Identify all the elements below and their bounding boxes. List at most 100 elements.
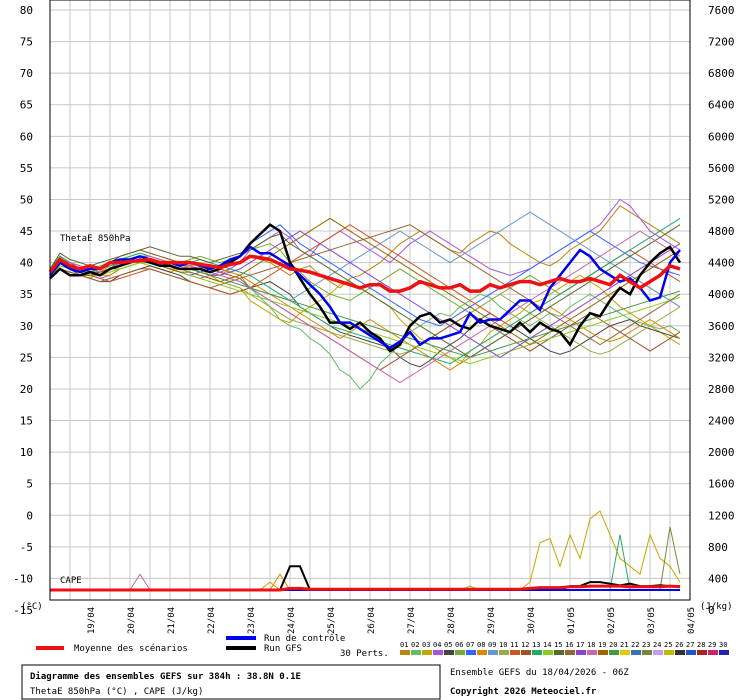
left-tick-label: 20 xyxy=(20,383,33,396)
pert-swatch xyxy=(477,650,487,655)
pert-swatch xyxy=(653,650,663,655)
x-tick-label: 01/05 xyxy=(567,607,577,634)
pert-swatch xyxy=(664,650,674,655)
x-tick-label: 26/04 xyxy=(367,607,377,634)
pert-swatch xyxy=(532,650,542,655)
pert-swatch xyxy=(609,650,619,655)
pert-swatch xyxy=(543,650,553,655)
x-axis: 19/04 20/04 21/04 22/04 23/04 24/04 25/04 26/04… xyxy=(87,607,697,634)
pert-swatch xyxy=(411,650,421,655)
chart-title: Diagramme des ensembles GEFS sur 384h : … xyxy=(30,671,301,682)
legend-gfs-label: Run GFS xyxy=(264,644,302,654)
right-tick-label: 1600 xyxy=(708,478,735,491)
title-box xyxy=(21,664,441,700)
right-tick-label: 7200 xyxy=(708,36,735,49)
x-tick-label: 22/04 xyxy=(207,607,217,634)
pert-swatch xyxy=(433,650,443,655)
copyright: Copyright 2026 Meteociel.fr xyxy=(450,686,597,697)
x-tick-label: 20/04 xyxy=(127,607,137,634)
gfs-line xyxy=(49,223,682,353)
pert-number: 02 xyxy=(411,641,419,649)
pert-number: 01 xyxy=(400,641,408,649)
pert-number: 07 xyxy=(466,641,474,649)
pert-number: 19 xyxy=(598,641,606,649)
right-tick-label: 0 xyxy=(708,604,715,617)
pert-number: 23 xyxy=(642,641,650,649)
right-tick-label: 2000 xyxy=(708,446,735,459)
pert-swatch xyxy=(444,650,454,655)
pert-number: 13 xyxy=(532,641,540,649)
x-tick-label: 23/04 xyxy=(247,607,257,634)
right-unit-label: (J/kg) xyxy=(700,602,733,612)
left-tick-label: -5 xyxy=(20,541,33,554)
main-lines xyxy=(48,223,682,353)
pert-swatch xyxy=(675,650,685,655)
pert-number: 18 xyxy=(587,641,595,649)
right-tick-label: 3200 xyxy=(708,351,735,364)
run-info: Ensemble GEFS du 18/04/2026 - 06Z xyxy=(450,668,629,678)
member-line xyxy=(49,265,681,368)
pert-number: 28 xyxy=(697,641,705,649)
left-tick-label: 75 xyxy=(20,36,33,49)
cape-lines xyxy=(50,510,681,592)
x-tick-label: 24/04 xyxy=(287,607,297,634)
pert-swatch xyxy=(400,650,410,655)
right-axis: 7600720068006400600056005200480044004000… xyxy=(708,4,735,617)
member-line xyxy=(49,230,681,384)
right-tick-label: 6800 xyxy=(708,67,735,80)
pert-swatch xyxy=(488,650,498,655)
pert-number: 03 xyxy=(422,641,430,649)
legend-perts-label: 30 Perts. xyxy=(340,649,389,659)
left-tick-label: 0 xyxy=(26,509,33,522)
right-tick-label: 4000 xyxy=(708,288,735,301)
right-tick-label: 3600 xyxy=(708,320,735,333)
x-tick-label: 28/04 xyxy=(447,607,457,634)
pert-number: 10 xyxy=(499,641,507,649)
left-tick-label: 30 xyxy=(20,320,33,333)
legend-mean-label: Moyenne des scénarios xyxy=(74,643,188,654)
pert-swatch xyxy=(697,650,707,655)
member-line xyxy=(49,224,681,346)
pert-number: 08 xyxy=(477,641,485,649)
mean-line xyxy=(48,254,681,293)
left-tick-label: 25 xyxy=(20,351,33,364)
left-tick-label: 80 xyxy=(20,4,33,17)
pert-number: 04 xyxy=(433,641,441,649)
pert-swatch xyxy=(587,650,597,655)
member-line xyxy=(49,224,681,358)
chart-subtitle: ThetaE 850hPa (°C) , CAPE (J/kg) xyxy=(30,687,203,697)
right-tick-label: 400 xyxy=(708,572,728,585)
pert-swatch xyxy=(466,650,476,655)
left-tick-label: 5 xyxy=(26,478,33,491)
left-tick-label: 35 xyxy=(20,288,33,301)
x-tick-label: 29/04 xyxy=(487,607,497,634)
pert-number: 11 xyxy=(510,641,518,649)
pert-number: 29 xyxy=(708,641,716,649)
right-tick-label: 6000 xyxy=(708,130,735,143)
pert-number: 09 xyxy=(488,641,496,649)
cape-label: CAPE xyxy=(60,576,82,586)
x-tick-label: 04/05 xyxy=(687,607,697,634)
pert-number: 05 xyxy=(444,641,452,649)
pert-number: 30 xyxy=(719,641,727,649)
left-tick-label: 10 xyxy=(20,446,33,459)
pert-swatch xyxy=(554,650,564,655)
pert-swatch xyxy=(521,650,531,655)
pert-number: 06 xyxy=(455,641,463,649)
pert-number: 14 xyxy=(543,641,551,649)
left-tick-label: 65 xyxy=(20,99,33,112)
pert-swatch xyxy=(598,650,608,655)
left-tick-label: 15 xyxy=(20,415,33,428)
x-tick-label: 03/05 xyxy=(647,607,657,634)
pert-swatch xyxy=(708,650,718,655)
left-tick-label: 45 xyxy=(20,225,33,238)
pert-number: 24 xyxy=(653,641,661,649)
left-tick-label: -10 xyxy=(13,572,33,585)
right-tick-label: 5200 xyxy=(708,193,735,206)
right-tick-label: 2800 xyxy=(708,383,735,396)
pert-number: 21 xyxy=(620,641,628,649)
pert-swatch xyxy=(510,650,520,655)
x-tick-label: 02/05 xyxy=(607,607,617,634)
